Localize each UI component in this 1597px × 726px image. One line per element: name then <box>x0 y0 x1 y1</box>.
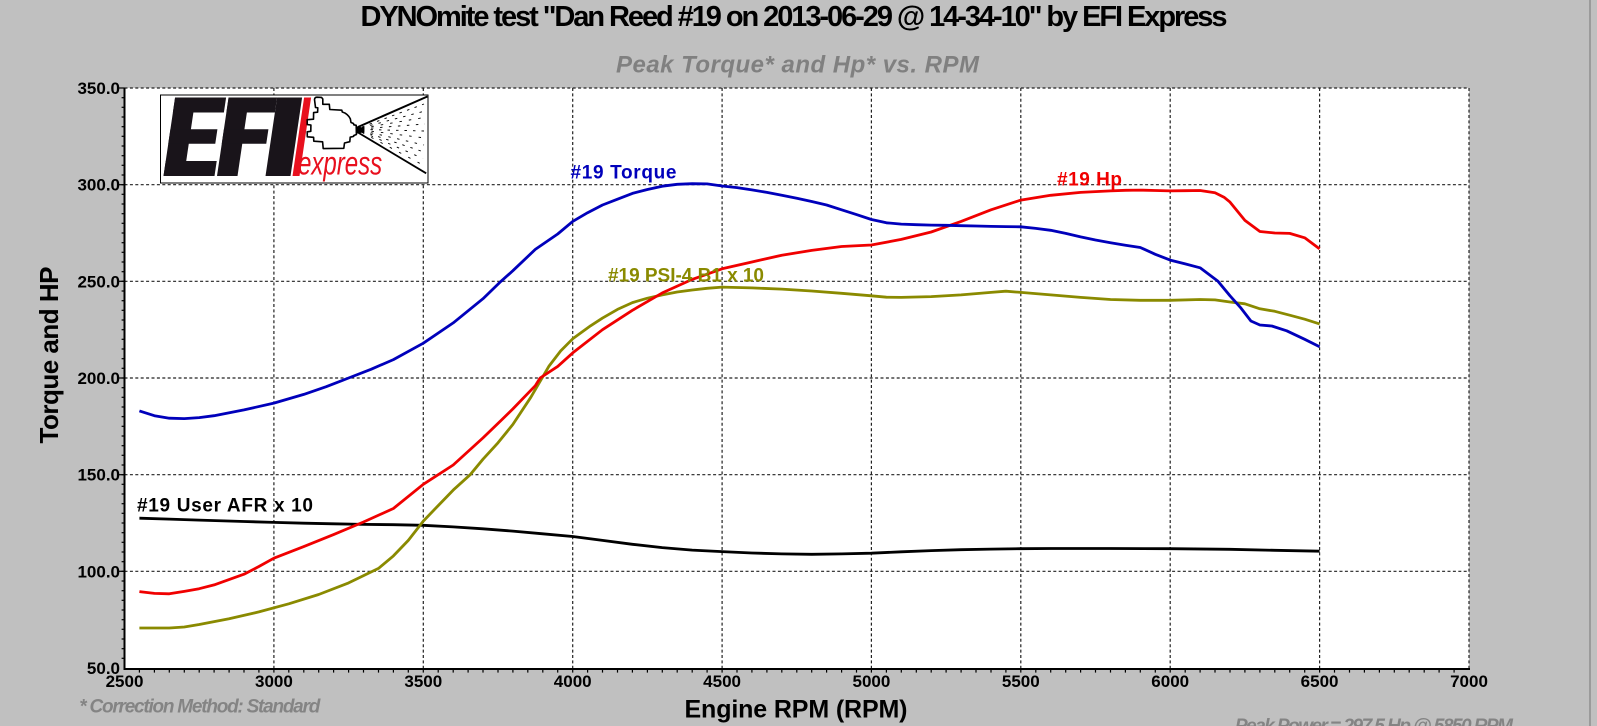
svg-text:4000: 4000 <box>554 672 592 691</box>
svg-text:DYNOmite test "Dan Reed #19 on: DYNOmite test "Dan Reed #19 on 2013-06-2… <box>361 1 1228 33</box>
svg-text:5000: 5000 <box>852 672 890 691</box>
svg-text:* Correction Method: Standard: * Correction Method: Standard <box>79 697 320 718</box>
svg-text:300.0: 300.0 <box>77 176 120 195</box>
svg-text:#19 User AFR x 10: #19 User AFR x 10 <box>137 496 313 517</box>
svg-text:Engine RPM (RPM): Engine RPM (RPM) <box>685 696 908 724</box>
svg-text:Peak Power = 297.5 Hp @ 5850 R: Peak Power = 297.5 Hp @ 5850 RPM <box>1235 716 1514 726</box>
svg-text:3500: 3500 <box>404 672 442 691</box>
svg-text:350.0: 350.0 <box>77 79 120 98</box>
svg-text:100.0: 100.0 <box>77 562 120 581</box>
svg-text:2500: 2500 <box>106 672 144 691</box>
svg-text:3000: 3000 <box>255 672 293 691</box>
svg-text:6500: 6500 <box>1301 672 1339 691</box>
svg-text:#19 Hp: #19 Hp <box>1057 170 1122 191</box>
svg-text:express: express <box>298 146 382 183</box>
svg-text:#19 Torque: #19 Torque <box>571 163 677 184</box>
svg-text:5500: 5500 <box>1002 672 1040 691</box>
svg-text:4500: 4500 <box>703 672 741 691</box>
svg-text:#19 PSI-4 B1 x 10: #19 PSI-4 B1 x 10 <box>608 266 764 287</box>
svg-text:150.0: 150.0 <box>77 466 120 485</box>
svg-text:7000: 7000 <box>1450 672 1488 691</box>
svg-text:200.0: 200.0 <box>77 369 120 388</box>
svg-text:6000: 6000 <box>1151 672 1189 691</box>
svg-text:Torque and HP: Torque and HP <box>34 267 64 444</box>
svg-text:50.0: 50.0 <box>87 659 120 678</box>
svg-text:Peak Torque* and Hp* vs. RPM: Peak Torque* and Hp* vs. RPM <box>616 52 980 79</box>
svg-text:250.0: 250.0 <box>77 272 120 291</box>
